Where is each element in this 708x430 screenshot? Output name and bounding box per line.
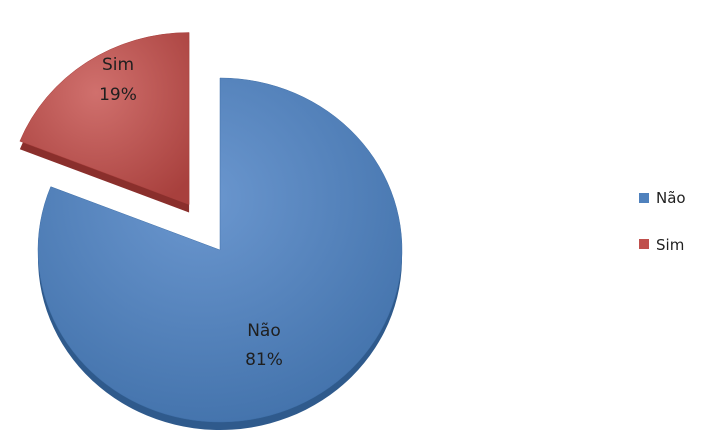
- slice-nao: [37, 77, 403, 423]
- slice-sim: [19, 32, 190, 205]
- legend-label-sim: Sim: [656, 236, 684, 254]
- legend-label-nao: Não: [656, 189, 686, 207]
- slice-label-nao-name: Não: [247, 321, 281, 341]
- legend-swatch-nao: [639, 193, 649, 203]
- pie-slices: [19, 32, 403, 430]
- slice-label-sim-value: 19%: [99, 85, 137, 105]
- legend: Não Sim: [639, 189, 686, 254]
- slice-label-nao-value: 81%: [245, 350, 283, 370]
- slice-label-sim-name: Sim: [102, 55, 134, 75]
- legend-swatch-sim: [639, 239, 649, 249]
